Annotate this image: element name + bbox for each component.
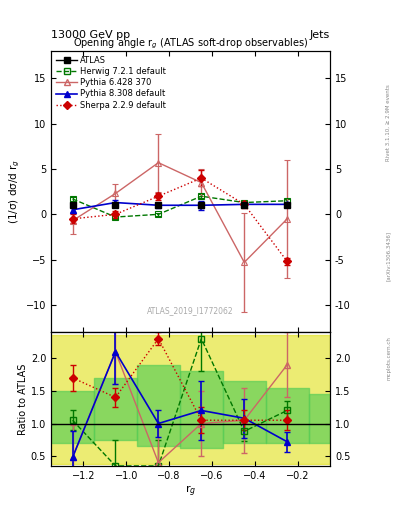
Title: Opening angle r$_g$ (ATLAS soft-drop observables): Opening angle r$_g$ (ATLAS soft-drop obs… — [73, 37, 308, 51]
Legend: ATLAS, Herwig 7.2.1 default, Pythia 6.428 370, Pythia 8.308 default, Sherpa 2.2.: ATLAS, Herwig 7.2.1 default, Pythia 6.42… — [54, 55, 168, 111]
Text: 13000 GeV pp: 13000 GeV pp — [51, 30, 130, 40]
Text: Rivet 3.1.10, ≥ 2.9M events: Rivet 3.1.10, ≥ 2.9M events — [386, 84, 391, 161]
Text: Jets: Jets — [310, 30, 330, 40]
Text: [arXiv:1306.3436]: [arXiv:1306.3436] — [386, 231, 391, 281]
X-axis label: r$_g$: r$_g$ — [185, 483, 196, 499]
Y-axis label: Ratio to ATLAS: Ratio to ATLAS — [18, 364, 28, 435]
Text: ATLAS_2019_I1772062: ATLAS_2019_I1772062 — [147, 306, 234, 315]
Y-axis label: (1/σ) dσ/d r$_g$: (1/σ) dσ/d r$_g$ — [7, 159, 22, 224]
Text: mcplots.cern.ch: mcplots.cern.ch — [386, 336, 391, 380]
